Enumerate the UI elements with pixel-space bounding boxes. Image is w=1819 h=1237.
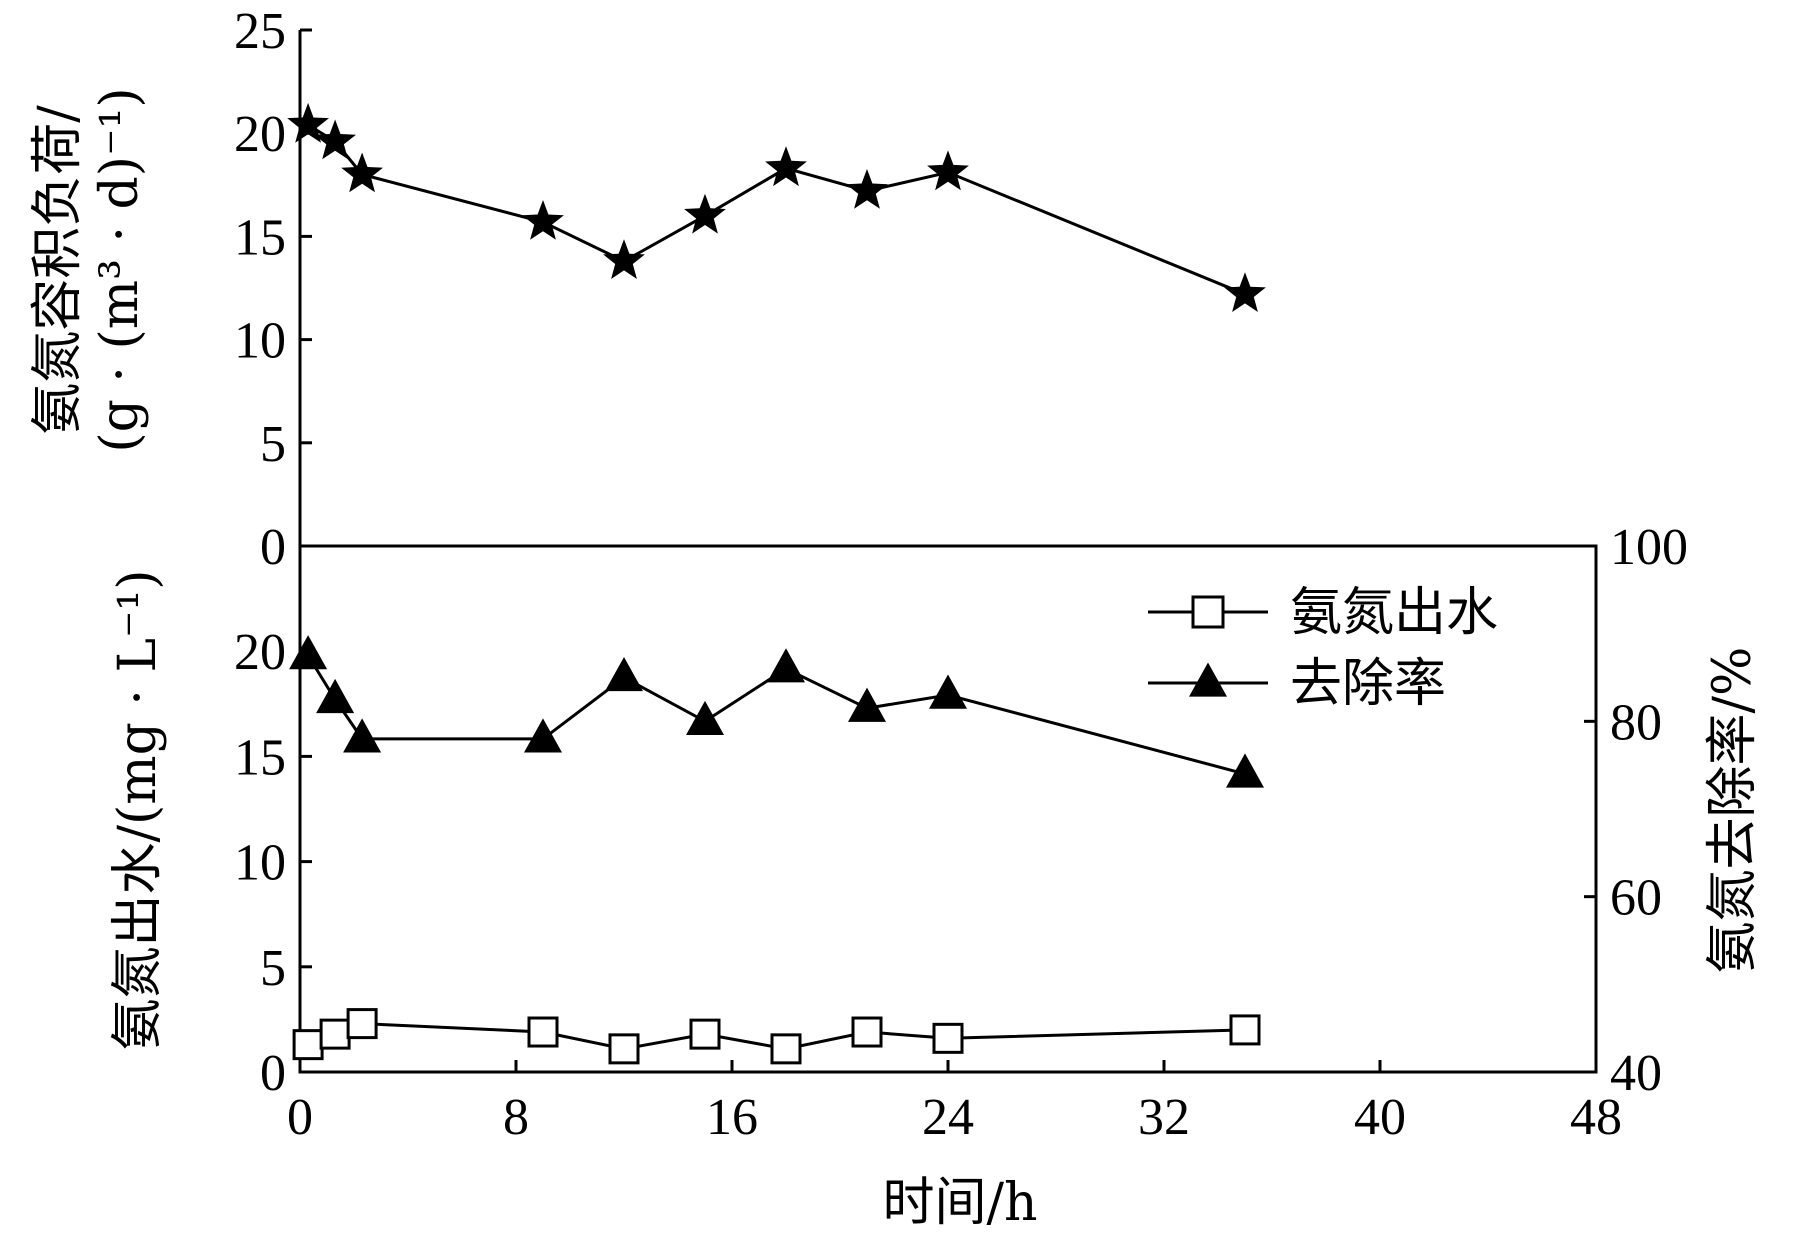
top-series-star-point [522, 200, 564, 240]
legend-label-removal: 去除率 [1290, 654, 1446, 714]
effluent-series-square-point [851, 1016, 883, 1048]
top-y-tick-label: 20 [234, 106, 286, 163]
removal-series-triangle-point [316, 678, 355, 714]
top-series-star-point [314, 119, 356, 160]
bottom-y2-axis-title-text: 氨氮去除率/% [1703, 647, 1763, 974]
effluent-series-square-point [689, 1018, 721, 1050]
bottom-y2-axis-title: 氨氮去除率/% [1703, 647, 1763, 974]
top-y-axis-title-line1: 氨氮容积负荷/ [28, 105, 88, 435]
top-y-tick-label: 5 [260, 416, 286, 473]
removal-series-triangle-point [929, 674, 967, 709]
x-tick-label: 0 [287, 1089, 313, 1146]
top-y-tick-label: 10 [234, 313, 286, 370]
bottom-y-axis-title-text: 氨氮出水/(mg · L⁻¹) [108, 569, 168, 1050]
x-tick-label: 48 [1570, 1089, 1622, 1146]
effluent-series-square-point [770, 1033, 802, 1065]
effluent-series-square-point [346, 1008, 378, 1040]
top-series-star-point [927, 150, 969, 191]
removal-series-triangle-point [289, 635, 328, 670]
top-y-tick-label: 0 [260, 519, 286, 576]
removal-series-triangle-point [605, 656, 643, 692]
legend-label-effluent: 氨氮出水 [1290, 583, 1498, 643]
effluent-series-square-point [319, 1018, 351, 1050]
top-series-star-point [341, 152, 383, 193]
top-y-tick-label: 25 [234, 3, 286, 60]
bottom-y-tick-label: 10 [234, 835, 286, 892]
x-tick-label: 8 [503, 1089, 529, 1146]
effluent-series-square-point [1229, 1014, 1261, 1046]
bottom-y2-tick-label: 40 [1610, 1045, 1662, 1102]
top-y-axis-title-line2: (g · (m³ · d)⁻¹) [90, 87, 150, 452]
bottom-y-tick-label: 15 [234, 729, 286, 786]
bottom-y-axis-title: 氨氮出水/(mg · L⁻¹) [108, 569, 168, 1050]
top-y-tick-label: 15 [234, 209, 286, 266]
legend-marker-removal [1189, 662, 1227, 697]
top-series-star-point [603, 239, 645, 279]
bottom-y2-tick-label: 60 [1610, 870, 1662, 927]
legend-marker-effluent [1191, 595, 1225, 629]
removal-series-triangle-point [1226, 753, 1264, 788]
bottom-y2-tick-label: 100 [1610, 519, 1688, 576]
x-tick-label: 40 [1354, 1089, 1406, 1146]
removal-series-line [306, 654, 1246, 776]
x-tick-label: 24 [922, 1089, 974, 1146]
removal-series-triangle-point [686, 700, 724, 736]
top-series-star-point [846, 169, 888, 209]
top-series-star-point [1224, 272, 1266, 312]
bottom-y2-tick-label: 80 [1610, 694, 1662, 751]
x-axis-title: 时间/h [882, 1173, 1037, 1233]
x-tick-label: 16 [706, 1089, 758, 1146]
removal-series-triangle-point [524, 718, 562, 753]
effluent-series-square-point [527, 1016, 559, 1048]
effluent-series-square-point [608, 1033, 640, 1065]
removal-series-triangle-point [343, 718, 382, 753]
top-y-axis-title: 氨氮容积负荷/ (g · (m³ · d)⁻¹) [28, 87, 150, 452]
removal-series-triangle-point [767, 648, 805, 683]
effluent-series-square-point [932, 1022, 964, 1054]
top-series-star-point [684, 193, 726, 234]
top-series-line [307, 123, 1246, 296]
bottom-y-tick-label: 20 [234, 624, 286, 681]
effluent-series-square-point [292, 1029, 324, 1061]
bottom-y-tick-label: 0 [260, 1045, 286, 1102]
x-tick-label: 32 [1138, 1089, 1190, 1146]
removal-series-triangle-point [848, 687, 886, 722]
top-series-star-point [765, 146, 807, 187]
top-series-star-point [287, 102, 329, 143]
bottom-y-tick-label: 5 [260, 940, 286, 997]
